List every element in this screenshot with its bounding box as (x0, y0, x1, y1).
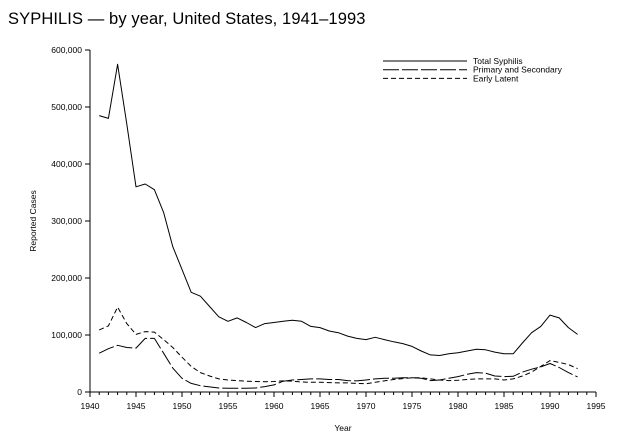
x-tick-label: 1945 (127, 401, 146, 411)
x-tick-label: 1990 (541, 401, 560, 411)
x-tick-label: 1965 (311, 401, 330, 411)
y-tick-label: 300,000 (51, 216, 82, 226)
x-tick-label: 1975 (403, 401, 422, 411)
y-tick-label: 0 (77, 387, 82, 397)
x-tick-label: 1980 (449, 401, 468, 411)
x-tick-label: 1940 (81, 401, 100, 411)
series-line-primary-and-secondary (98, 337, 578, 389)
y-tick-label: 100,000 (51, 330, 82, 340)
series-line-early-latent (99, 306, 578, 385)
legend-label-total-syphilis: Total Syphilis (473, 56, 523, 66)
y-tick-label: 400,000 (51, 159, 82, 169)
x-axis-title: Year (334, 423, 351, 433)
x-tick-label: 1970 (357, 401, 376, 411)
y-tick-label: 500,000 (51, 102, 82, 112)
y-tick-label: 600,000 (51, 45, 82, 55)
axes: 0 100,000 200,000 300,000 400,000 500,000 600,… (28, 45, 606, 433)
y-tick-label: 200,000 (51, 273, 82, 283)
x-tick-label: 1985 (495, 401, 514, 411)
series-line-total-syphilis (99, 63, 578, 356)
legend-label-early-latent: Early Latent (473, 73, 519, 83)
chart-title: SYPHILIS — by year, United States, 1941–… (8, 10, 366, 28)
x-tick-label: 1955 (219, 401, 238, 411)
x-tick-label: 1950 (173, 401, 192, 411)
y-axis-title: Reported Cases (28, 190, 38, 251)
legend-label-primary-and-secondary: Primary and Secondary (473, 65, 563, 75)
x-tick-label: 1995 (587, 401, 606, 411)
series-lines (98, 63, 578, 389)
x-tick-label: 1960 (265, 401, 284, 411)
